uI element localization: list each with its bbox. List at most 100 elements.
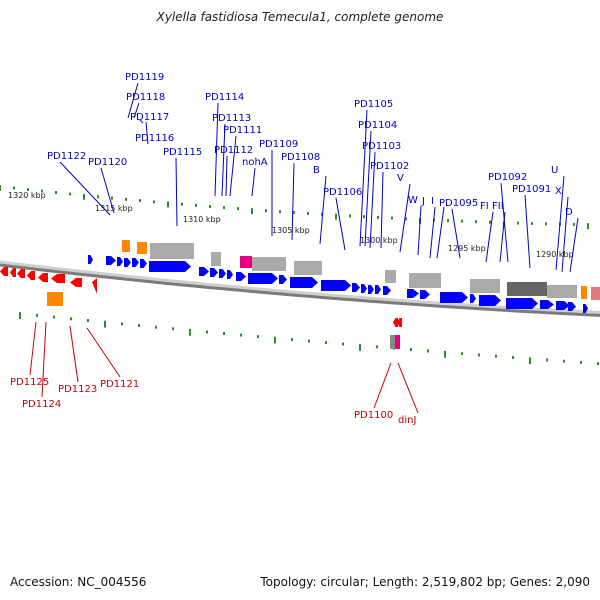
scale-label: 1305 kbp xyxy=(272,226,310,235)
misc-feature xyxy=(581,286,587,299)
reverse-gene-label: PD1123 xyxy=(58,384,97,395)
misc-feature xyxy=(137,242,147,254)
reverse-gene-label: dinJ xyxy=(398,415,416,426)
forward-gene-label: FII xyxy=(492,201,504,212)
misc-feature xyxy=(122,240,130,252)
gene-leader-line xyxy=(69,325,79,383)
forward-gene-label: nohA xyxy=(242,157,268,168)
forward-gene-arrow xyxy=(219,269,226,278)
forward-gene-arrow xyxy=(236,272,246,281)
misc-feature xyxy=(409,273,441,288)
reverse-gene-label: PD1121 xyxy=(100,379,139,390)
forward-gene-label: PD1112 xyxy=(214,145,253,156)
forward-gene-arrow xyxy=(279,275,287,284)
forward-gene-label: PD1102 xyxy=(370,161,409,172)
forward-gene-arrow xyxy=(290,277,318,288)
forward-gene-arrow xyxy=(506,298,538,309)
forward-gene-arrow xyxy=(540,300,554,309)
forward-gene-label: PD1092 xyxy=(488,172,527,183)
forward-gene-label: PD1117 xyxy=(130,112,169,123)
reverse-gene-arrow xyxy=(92,278,97,294)
gene-leader-line xyxy=(485,211,494,263)
forward-gene-arrow xyxy=(568,302,576,311)
scale-label: 1310 kbp xyxy=(183,215,221,224)
forward-gene-arrow xyxy=(199,267,209,276)
forward-gene-arrow xyxy=(227,270,233,279)
reverse-gene-arrow xyxy=(397,318,402,327)
forward-gene-label: U xyxy=(551,165,558,176)
gene-leader-line xyxy=(291,162,295,241)
forward-gene-label: B xyxy=(313,165,320,176)
accession-text: Accession: NC_004556 xyxy=(10,575,147,589)
misc-feature xyxy=(385,270,396,283)
misc-feature xyxy=(240,256,252,268)
gene-leader-line xyxy=(417,205,422,256)
forward-gene-arrow xyxy=(248,273,278,284)
forward-gene-label: PD1111 xyxy=(223,125,262,136)
forward-gene-arrow xyxy=(210,268,218,277)
gene-leader-line xyxy=(429,206,436,259)
gene-leader-line xyxy=(29,321,37,376)
forward-gene-arrow xyxy=(132,258,139,267)
scale-label: 1290 kbp xyxy=(536,250,574,259)
gene-leader-line xyxy=(214,102,219,197)
gene-leader-line xyxy=(251,167,256,197)
gene-leader-line xyxy=(59,161,111,216)
forward-gene-label: D xyxy=(565,207,573,218)
forward-gene-arrow xyxy=(583,304,588,313)
misc-feature xyxy=(150,243,194,259)
forward-gene-label: PD1105 xyxy=(354,99,393,110)
forward-gene-label: W xyxy=(408,195,418,206)
reverse-gene-arrow xyxy=(38,273,48,282)
scale-label: 1300 kbp xyxy=(360,236,398,245)
gene-leader-line xyxy=(373,362,392,409)
forward-gene-arrow xyxy=(368,285,374,294)
forward-gene-arrow xyxy=(106,256,116,265)
gene-leader-line xyxy=(399,183,411,253)
scale-label: 1320 kbp xyxy=(8,191,46,200)
misc-feature xyxy=(470,279,500,293)
forward-gene-arrow xyxy=(383,286,391,295)
forward-gene-arrow xyxy=(361,284,367,293)
scale-label: 1315 kbp xyxy=(95,204,133,213)
forward-gene-label: V xyxy=(397,173,404,184)
gene-leader-line xyxy=(319,175,327,245)
reverse-gene-arrow xyxy=(70,278,82,287)
gene-leader-line xyxy=(127,82,139,119)
forward-gene-arrow xyxy=(149,261,191,272)
forward-gene-label: PD1113 xyxy=(212,113,251,124)
forward-gene-label: PD1109 xyxy=(259,139,298,150)
forward-gene-label: PD1118 xyxy=(126,92,165,103)
forward-gene-arrow xyxy=(440,292,468,303)
forward-gene-label: PD1091 xyxy=(512,184,551,195)
gene-leader-line xyxy=(364,130,372,247)
gene-leader-line xyxy=(139,119,144,124)
forward-gene-arrow xyxy=(124,258,131,267)
reverse-gene-arrow xyxy=(393,318,398,327)
misc-feature xyxy=(390,335,395,349)
forward-gene-label: PD1119 xyxy=(125,72,164,83)
backbone-highlight xyxy=(0,260,600,314)
forward-gene-label: PD1103 xyxy=(362,141,401,152)
forward-gene-label: FI xyxy=(480,201,489,212)
forward-gene-label: PD1114 xyxy=(205,92,244,103)
forward-gene-label: PD1108 xyxy=(281,152,320,163)
forward-gene-arrow xyxy=(140,259,147,268)
forward-gene-arrow xyxy=(470,294,476,303)
forward-gene-label: PD1095 xyxy=(439,198,478,209)
reverse-gene-label: PD1125 xyxy=(10,377,49,388)
reverse-gene-label: PD1124 xyxy=(22,399,61,410)
scale-label: 1295 kbp xyxy=(448,244,486,253)
reverse-gene-arrow xyxy=(10,268,16,277)
reverse-gene-arrow xyxy=(0,267,8,276)
gene-leader-line xyxy=(86,327,121,378)
gene-leader-line xyxy=(555,175,565,271)
misc-feature xyxy=(507,282,547,296)
misc-feature xyxy=(591,287,600,300)
gene-leader-line xyxy=(569,217,579,273)
backbone xyxy=(0,263,600,317)
forward-gene-arrow xyxy=(88,255,93,264)
gene-leader-line xyxy=(41,321,47,398)
gene-leader-line xyxy=(436,206,445,259)
